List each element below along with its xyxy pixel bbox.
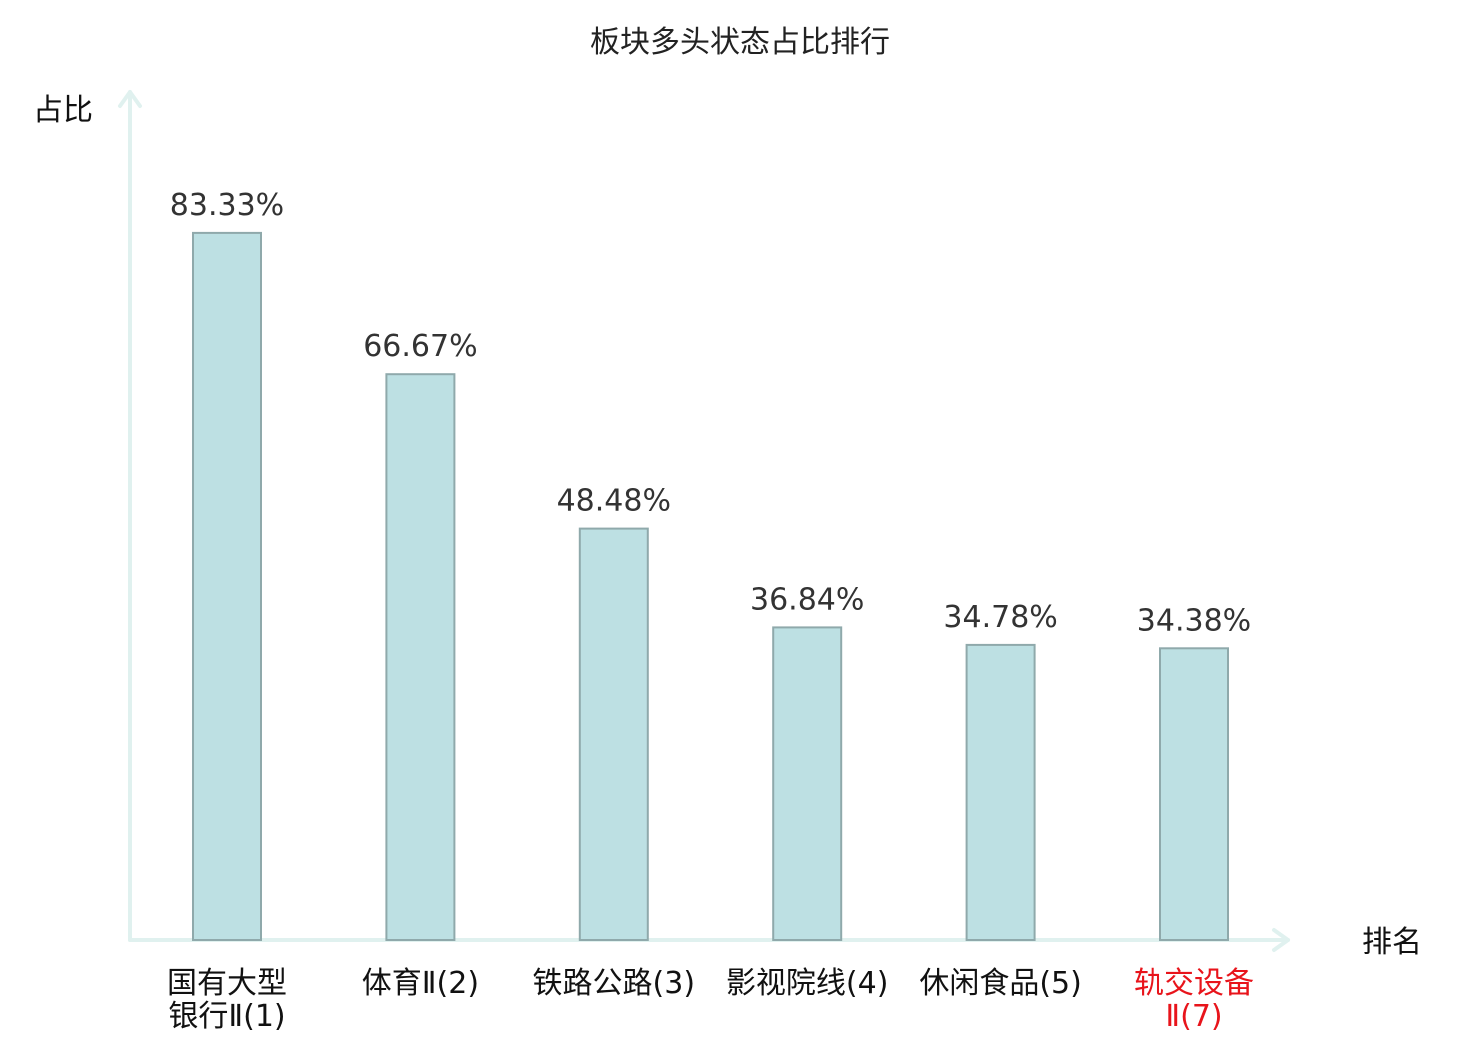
data-label: 83.33% [170,188,284,223]
bar [965,643,1036,942]
bar [192,231,262,941]
axes [118,90,1290,952]
category-label: Ⅱ(7) [1165,999,1222,1034]
y-axis-arrow [118,90,142,108]
y-axis-label: 占比 [33,93,93,128]
category-label: 国有大型 [167,966,287,1001]
data-label: 34.38% [1137,603,1251,638]
x-axis-label: 排名 [1362,925,1422,960]
data-label: 48.48% [557,484,671,519]
category-label: 轨交设备 [1134,966,1254,1001]
category-label: 银行Ⅱ(1) [168,999,285,1034]
data-label: 66.67% [363,329,477,364]
chart-title: 板块多头状态占比排行 [590,25,890,60]
category-label: 铁路公路(3) [533,966,696,1001]
data-label: 36.84% [750,582,864,617]
bars-group [192,231,1229,942]
value-labels-group: 83.33% 66.67% 48.48% 36.84% 34.78% 34.38% [170,188,1251,638]
category-label: 休闲食品(5) [919,966,1082,1001]
data-label: 34.78% [943,600,1057,635]
bar [385,373,456,941]
category-label: 体育Ⅱ(2) [362,966,479,1001]
bar [772,626,843,942]
x-axis-arrow [1272,928,1290,952]
bar [578,527,649,941]
category-label: 影视院线(4) [726,966,889,1001]
bar [1159,647,1229,941]
